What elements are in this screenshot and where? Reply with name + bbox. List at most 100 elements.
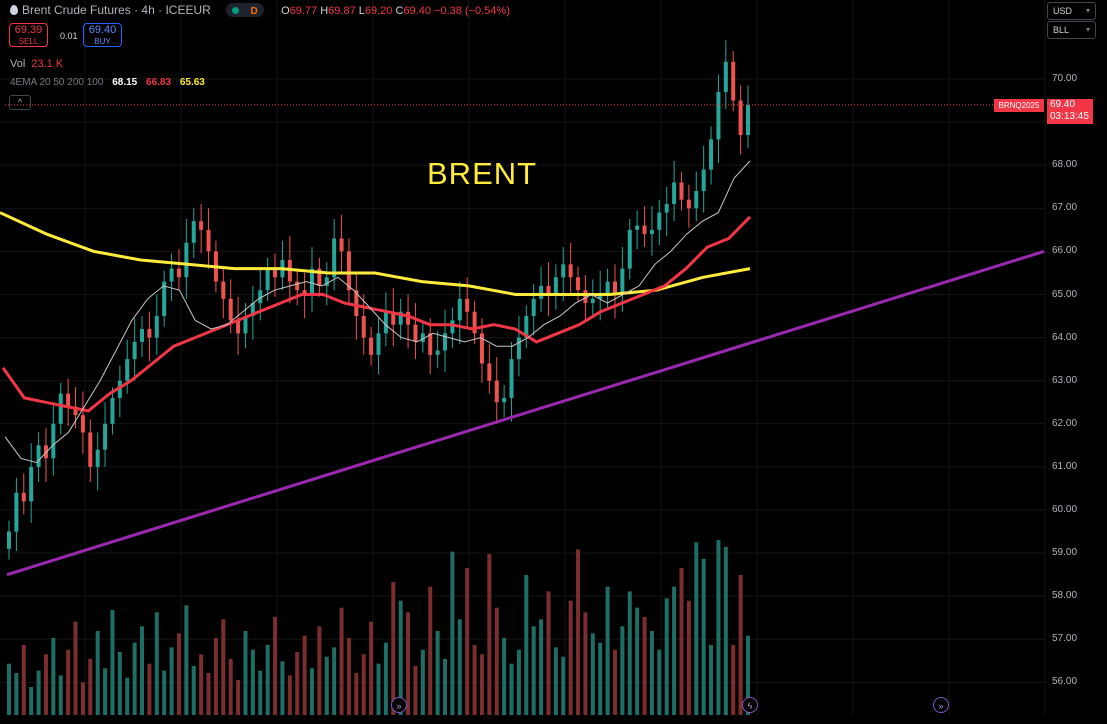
currency-select[interactable]: USD ▾ bbox=[1047, 2, 1096, 20]
volume-bar bbox=[398, 600, 403, 715]
volume-bar bbox=[568, 600, 573, 715]
spread-value: 0.01 bbox=[60, 31, 78, 41]
instrument-name[interactable]: Brent Crude Futures bbox=[22, 3, 131, 17]
candle-body bbox=[339, 238, 344, 252]
symbol-legend: Brent Crude Futures · 4h · ICEEUR D O69.… bbox=[10, 3, 510, 17]
volume-bar bbox=[649, 631, 654, 715]
event-marker-icon[interactable]: » bbox=[391, 697, 407, 713]
candle-body bbox=[317, 268, 322, 286]
candle-body bbox=[206, 229, 211, 252]
volume-bar bbox=[258, 670, 263, 715]
chart-grid bbox=[0, 0, 1046, 715]
volume-bar bbox=[731, 645, 736, 715]
volume-bar bbox=[620, 626, 625, 715]
volume-bar bbox=[221, 619, 226, 715]
volume-bar bbox=[494, 607, 499, 715]
volume-bar bbox=[273, 617, 278, 715]
volume-bar bbox=[132, 642, 137, 715]
candle-body bbox=[443, 333, 448, 351]
price-tick-label: 63.00 bbox=[1052, 374, 1078, 386]
candle-body bbox=[694, 191, 699, 209]
volume-bar bbox=[117, 652, 122, 715]
price-tick-label: 65.00 bbox=[1052, 288, 1078, 300]
candle-body bbox=[590, 298, 595, 304]
symbol-tag: BRNQ2025 bbox=[994, 99, 1044, 112]
last-price-label: 69.40 03:13:45 bbox=[1047, 99, 1093, 124]
candle-body bbox=[147, 328, 152, 338]
volume-bar bbox=[664, 598, 669, 715]
volume-bar bbox=[487, 554, 492, 715]
ema-legend[interactable]: 4EMA 20 50 200 100 68.15 66.83 65.63 bbox=[10, 77, 205, 88]
volume-bar bbox=[502, 638, 507, 715]
candle-body bbox=[169, 268, 174, 282]
candle-body bbox=[413, 324, 418, 342]
volume-bar bbox=[332, 647, 337, 715]
collapse-legend-button[interactable]: ^ bbox=[9, 95, 31, 110]
volume-bar bbox=[346, 638, 351, 715]
candle-body bbox=[80, 415, 85, 433]
buy-button[interactable]: 69.40 BUY bbox=[83, 23, 122, 47]
market-open-dot-icon bbox=[232, 7, 240, 14]
unit-select[interactable]: BLL ▾ bbox=[1047, 21, 1096, 39]
chart-annotation-text[interactable]: BRENT bbox=[427, 156, 538, 191]
price-tick-label: 62.00 bbox=[1052, 417, 1078, 429]
candle-body bbox=[605, 281, 610, 295]
volume-bar bbox=[80, 682, 85, 715]
volume-bar bbox=[428, 586, 433, 715]
candle-body bbox=[295, 281, 300, 291]
sell-button[interactable]: 69.39 SELL bbox=[9, 23, 48, 47]
candle-body bbox=[383, 311, 388, 334]
price-tick-label: 67.00 bbox=[1052, 202, 1078, 214]
volume-bar bbox=[612, 649, 617, 715]
volume-bars bbox=[7, 540, 750, 715]
volume-bar bbox=[701, 558, 706, 715]
volume-bar bbox=[280, 661, 285, 715]
volume-bar bbox=[472, 645, 477, 715]
volume-bar bbox=[723, 547, 728, 715]
chevron-down-icon: ▾ bbox=[1085, 25, 1090, 34]
volume-value: 23.1 K bbox=[31, 58, 64, 70]
price-tick-label: 64.00 bbox=[1052, 331, 1078, 343]
candle-body bbox=[58, 393, 63, 424]
market-status-badge[interactable]: D bbox=[226, 3, 264, 17]
volume-bar bbox=[576, 549, 581, 715]
volume-legend[interactable]: Vol 23.1 K bbox=[10, 58, 64, 70]
volume-bar bbox=[716, 540, 721, 715]
lightning-icon[interactable]: ϟ bbox=[742, 697, 758, 713]
candle-body bbox=[398, 311, 403, 325]
candle-body bbox=[420, 333, 425, 342]
candle-body bbox=[553, 277, 558, 295]
candle-body bbox=[642, 225, 647, 235]
volume-bar bbox=[317, 626, 322, 715]
volume-bar bbox=[36, 670, 41, 715]
candle-body bbox=[154, 316, 159, 338]
volume-bar bbox=[561, 656, 566, 715]
candle-body bbox=[332, 238, 337, 278]
candle-body bbox=[51, 423, 56, 459]
timeframe[interactable]: 4h bbox=[141, 3, 155, 17]
volume-bar bbox=[465, 568, 470, 715]
volume-bar bbox=[73, 621, 78, 715]
volume-bar bbox=[169, 647, 174, 715]
volume-bar bbox=[95, 631, 100, 715]
volume-bar bbox=[642, 617, 647, 715]
volume-bar bbox=[176, 633, 181, 715]
candle-body bbox=[531, 298, 536, 317]
volume-bar bbox=[376, 663, 381, 715]
event-marker-icon[interactable]: » bbox=[933, 697, 949, 713]
volume-bar bbox=[103, 668, 108, 715]
ema20-line bbox=[4, 160, 751, 464]
candle-body bbox=[309, 268, 314, 295]
candle-body bbox=[103, 423, 108, 450]
candle-body bbox=[273, 268, 278, 278]
volume-bar bbox=[457, 619, 462, 715]
candle-body bbox=[502, 397, 507, 403]
volume-bar bbox=[509, 663, 514, 715]
candle-body bbox=[95, 449, 100, 467]
candle-body bbox=[635, 225, 640, 230]
candle-body bbox=[539, 285, 544, 299]
candle-body bbox=[88, 432, 93, 467]
volume-bar bbox=[420, 649, 425, 715]
volume-bar bbox=[590, 633, 595, 715]
